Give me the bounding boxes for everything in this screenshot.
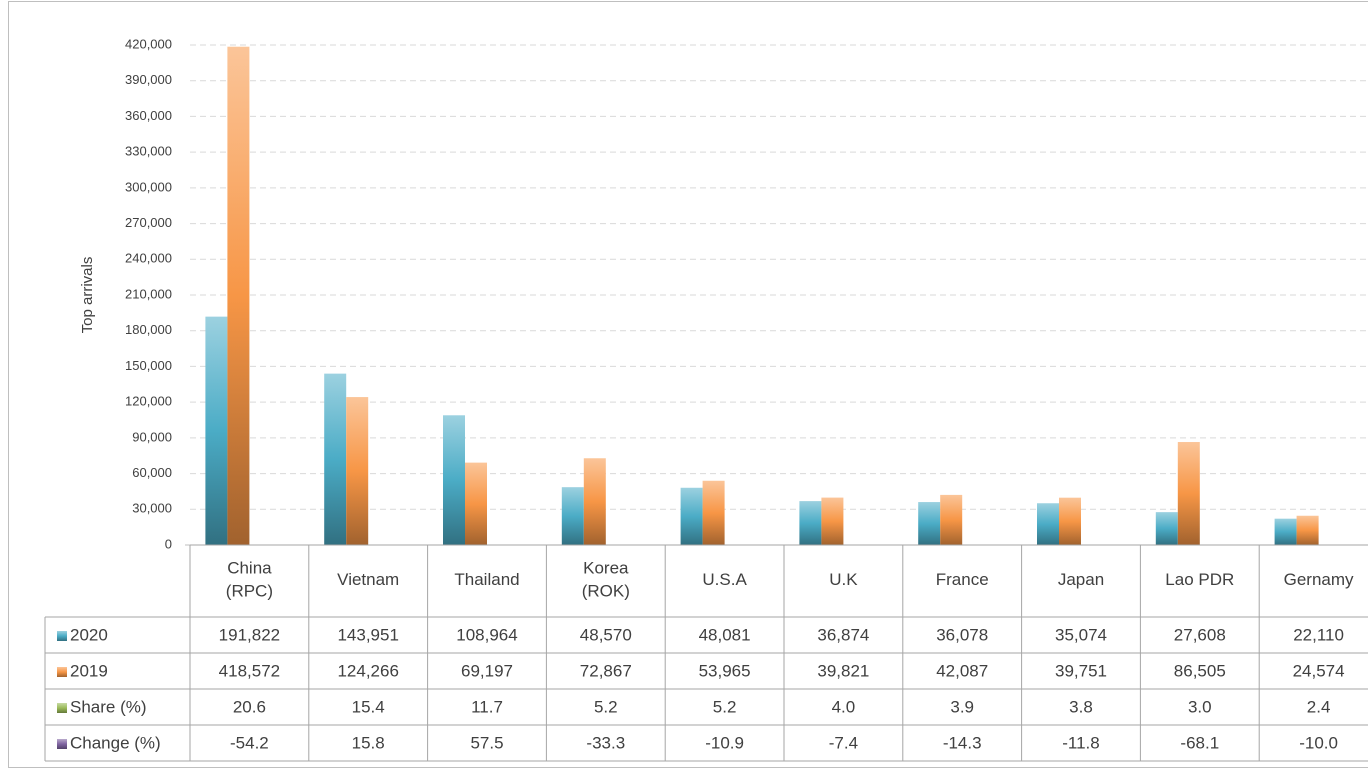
table-value: 39,751 bbox=[1055, 661, 1107, 680]
table-value: -14.3 bbox=[943, 733, 982, 752]
table-value: 69,197 bbox=[461, 661, 513, 680]
category-label: Gernamy bbox=[1284, 570, 1354, 589]
table-value: 36,874 bbox=[817, 625, 869, 644]
legend-key bbox=[57, 667, 67, 677]
y-tick-label: 210,000 bbox=[125, 286, 172, 301]
table-value: 11.7 bbox=[471, 697, 503, 716]
bar bbox=[443, 415, 465, 545]
y-tick-label: 360,000 bbox=[125, 108, 172, 123]
category-label: France bbox=[936, 570, 989, 589]
table-value: 39,821 bbox=[817, 661, 869, 680]
table-value: 35,074 bbox=[1055, 625, 1107, 644]
bar bbox=[561, 487, 584, 545]
bar bbox=[583, 458, 606, 545]
bar bbox=[821, 497, 844, 545]
bar bbox=[799, 501, 822, 545]
bar bbox=[205, 316, 228, 545]
table-value: 22,110 bbox=[1293, 625, 1344, 644]
legend-key bbox=[57, 631, 67, 641]
bar bbox=[465, 462, 487, 545]
bar bbox=[1155, 512, 1178, 545]
chart-border bbox=[8, 1, 1368, 768]
table-value: 48,081 bbox=[699, 625, 751, 644]
table-value: 48,570 bbox=[580, 625, 632, 644]
table-value: 2.4 bbox=[1307, 697, 1331, 716]
table-value: 53,965 bbox=[699, 661, 751, 680]
table-value: 72,867 bbox=[580, 661, 632, 680]
table-value: 418,572 bbox=[219, 661, 280, 680]
legend-label: 2019 bbox=[70, 661, 108, 680]
table-value: 108,964 bbox=[456, 625, 517, 644]
bar bbox=[227, 46, 250, 545]
table-value: 124,266 bbox=[337, 661, 398, 680]
table-value: -10.9 bbox=[705, 733, 744, 752]
bar bbox=[1037, 503, 1059, 545]
table-value: 143,951 bbox=[337, 625, 398, 644]
table-value: 3.0 bbox=[1188, 697, 1212, 716]
table-value: 36,078 bbox=[936, 625, 988, 644]
y-tick-label: 420,000 bbox=[125, 36, 172, 51]
y-tick-label: 390,000 bbox=[125, 72, 172, 87]
legend-label: Share (%) bbox=[70, 697, 147, 716]
bar bbox=[940, 494, 963, 545]
table-value: 20.6 bbox=[233, 697, 266, 716]
bar bbox=[1296, 515, 1319, 545]
category-label: U.S.A bbox=[702, 570, 747, 589]
table-value: -10.0 bbox=[1299, 733, 1338, 752]
table-value: 27,608 bbox=[1174, 625, 1226, 644]
y-tick-label: 180,000 bbox=[125, 322, 172, 337]
table-value: 24,574 bbox=[1293, 661, 1345, 680]
bar bbox=[918, 502, 941, 545]
table-value: 15.4 bbox=[352, 697, 385, 716]
y-tick-label: 330,000 bbox=[125, 144, 172, 159]
y-tick-label: 120,000 bbox=[125, 394, 172, 409]
category-label: Japan bbox=[1058, 570, 1104, 589]
table-value: 191,822 bbox=[219, 625, 280, 644]
table-value: 86,505 bbox=[1174, 661, 1226, 680]
category-label: Thailand bbox=[454, 570, 519, 589]
y-tick-label: 150,000 bbox=[125, 358, 172, 373]
table-value: 4.0 bbox=[832, 697, 856, 716]
table-value: -7.4 bbox=[829, 733, 858, 752]
bar bbox=[1177, 442, 1200, 545]
y-tick-label: 300,000 bbox=[125, 179, 172, 194]
table-value: 57.5 bbox=[470, 733, 503, 752]
legend-key bbox=[57, 739, 67, 749]
category-label: U.K bbox=[829, 570, 858, 589]
category-label: Vietnam bbox=[337, 570, 399, 589]
category-label: Lao PDR bbox=[1165, 570, 1234, 589]
bar bbox=[1059, 497, 1081, 545]
y-axis-title: Top arrivals bbox=[79, 257, 96, 334]
y-tick-label: 270,000 bbox=[125, 215, 172, 230]
table-value: -54.2 bbox=[230, 733, 269, 752]
category-label: Korea (ROK) bbox=[582, 559, 630, 601]
bar bbox=[702, 480, 725, 545]
table-value: -68.1 bbox=[1180, 733, 1219, 752]
table-value: -33.3 bbox=[586, 733, 625, 752]
bar bbox=[1274, 518, 1297, 545]
legend-label: 2020 bbox=[70, 625, 108, 644]
legend-key bbox=[57, 703, 67, 713]
y-tick-label: 60,000 bbox=[132, 465, 172, 480]
category-label: China (RPC) bbox=[226, 559, 273, 601]
table-value: 5.2 bbox=[713, 697, 737, 716]
bar bbox=[324, 373, 347, 545]
table-value: 42,087 bbox=[936, 661, 988, 680]
y-tick-label: 90,000 bbox=[132, 429, 172, 444]
table-value: 3.9 bbox=[950, 697, 974, 716]
bar bbox=[346, 397, 369, 545]
y-tick-label: 30,000 bbox=[132, 501, 172, 516]
table-value: 15.8 bbox=[352, 733, 385, 752]
table-value: -11.8 bbox=[1062, 733, 1100, 752]
table-value: 5.2 bbox=[594, 697, 618, 716]
legend-label: Change (%) bbox=[70, 733, 161, 752]
table-value: 3.8 bbox=[1069, 697, 1093, 716]
y-tick-label: 0 bbox=[165, 536, 172, 551]
y-tick-label: 240,000 bbox=[125, 251, 172, 266]
bar bbox=[680, 487, 703, 545]
